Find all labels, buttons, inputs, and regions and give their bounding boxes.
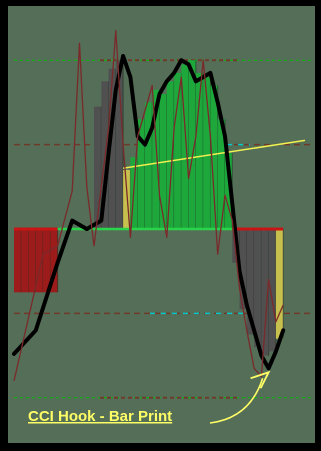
histogram-bar-16 bbox=[166, 81, 175, 229]
histogram-bar-1 bbox=[21, 229, 29, 293]
trendline bbox=[123, 139, 306, 169]
histogram-bar-28 bbox=[254, 229, 262, 348]
histogram-bar-4 bbox=[43, 229, 51, 293]
histogram-bar-6 bbox=[94, 106, 102, 229]
turbo-cci-line bbox=[13, 30, 284, 382]
annotation-text: CCI Hook - Bar Print bbox=[28, 408, 172, 425]
histogram-bar-26 bbox=[239, 229, 247, 310]
histogram-bar-8 bbox=[108, 68, 116, 229]
annotation-arrow-head bbox=[250, 370, 271, 389]
histogram-bar-31 bbox=[275, 229, 284, 339]
annotation-layer: CCI Hook - Bar Print bbox=[28, 370, 271, 425]
cci-line bbox=[12, 54, 286, 371]
annotation-arrow-line bbox=[209, 378, 264, 424]
histogram-bar-27 bbox=[246, 229, 255, 335]
histogram-bar-2 bbox=[28, 229, 36, 293]
histogram-bar-12 bbox=[137, 119, 145, 229]
histogram-bar-5 bbox=[50, 229, 58, 293]
histogram-bar-18 bbox=[181, 64, 189, 229]
histogram-bar-9 bbox=[115, 60, 124, 230]
histogram-bar-29 bbox=[261, 229, 269, 356]
histogram-bar-10 bbox=[123, 169, 131, 229]
histogram-bar-19 bbox=[188, 60, 196, 230]
indicator-lines bbox=[12, 30, 286, 382]
histogram-bar-23 bbox=[217, 119, 225, 229]
histogram-bar-14 bbox=[152, 89, 160, 230]
histogram-bar-24 bbox=[224, 153, 233, 229]
histogram-bar-21 bbox=[203, 77, 211, 229]
histogram-bar-17 bbox=[174, 72, 182, 229]
histogram-bar-0 bbox=[14, 229, 22, 293]
trendline-layer bbox=[123, 139, 306, 169]
histogram-bar-13 bbox=[144, 102, 153, 229]
histogram-bar-20 bbox=[195, 72, 204, 229]
histogram-bar-22 bbox=[210, 85, 218, 230]
histogram-bar-30 bbox=[268, 229, 276, 352]
histogram-bar-3 bbox=[35, 229, 44, 293]
